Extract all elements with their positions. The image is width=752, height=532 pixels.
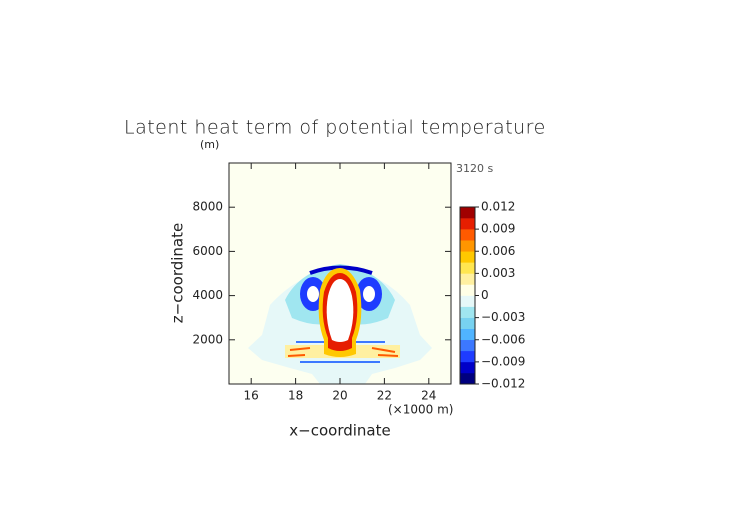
colorbar-band — [460, 306, 475, 318]
x-tick-label: 16 — [244, 389, 259, 403]
colorbar-band — [460, 240, 475, 252]
colorbar-label: 0 — [481, 288, 489, 302]
colorbar-frame — [459, 206, 476, 385]
colorbar-band — [460, 295, 475, 307]
colorbar-band — [460, 207, 475, 219]
x-tick-label: 20 — [332, 389, 347, 403]
y-tick-label: 6000 — [192, 244, 223, 258]
x-tick-label: 22 — [377, 389, 392, 403]
chart-title: Latent heat term of potential temperatur… — [124, 117, 546, 139]
x-axis-label: x−coordinate — [289, 422, 390, 440]
colorbar-label: 0.012 — [481, 200, 515, 214]
colorbar-band — [460, 218, 475, 230]
x-tick-label: 24 — [421, 389, 436, 403]
colorbar-label: −0.006 — [481, 332, 525, 346]
field — [229, 163, 451, 384]
colorbar-label: −0.009 — [481, 354, 525, 368]
y-tick-label: 2000 — [192, 332, 223, 346]
y-axis-label: z−coordinate — [169, 223, 187, 323]
colorbar-band — [460, 229, 475, 241]
colorbar-band — [460, 317, 475, 329]
y-tick-label: 8000 — [192, 200, 223, 214]
colorbar-band — [460, 262, 475, 274]
colorbar-band — [460, 328, 475, 341]
y-tick-label: 4000 — [192, 288, 223, 302]
colorbar-label: −0.003 — [481, 310, 525, 324]
colorbar-band — [460, 273, 475, 285]
colorbar-band — [460, 350, 475, 363]
colorbar-label: 0.009 — [481, 222, 515, 236]
colorbar-band — [460, 372, 475, 385]
y-unit: (m) — [200, 138, 219, 151]
colorbar-label: −0.012 — [481, 377, 525, 391]
colorbar-band — [460, 339, 475, 352]
colorbar-band — [460, 251, 475, 263]
colorbar-label: 0.003 — [481, 266, 515, 280]
colorbar-band — [460, 284, 475, 296]
x-tick-label: 18 — [288, 389, 303, 403]
colorbar-label: 0.006 — [481, 244, 515, 258]
colorbar-band — [460, 361, 475, 374]
x-unit: (×1000 m) — [388, 403, 453, 417]
time-label: 3120 s — [456, 162, 493, 175]
